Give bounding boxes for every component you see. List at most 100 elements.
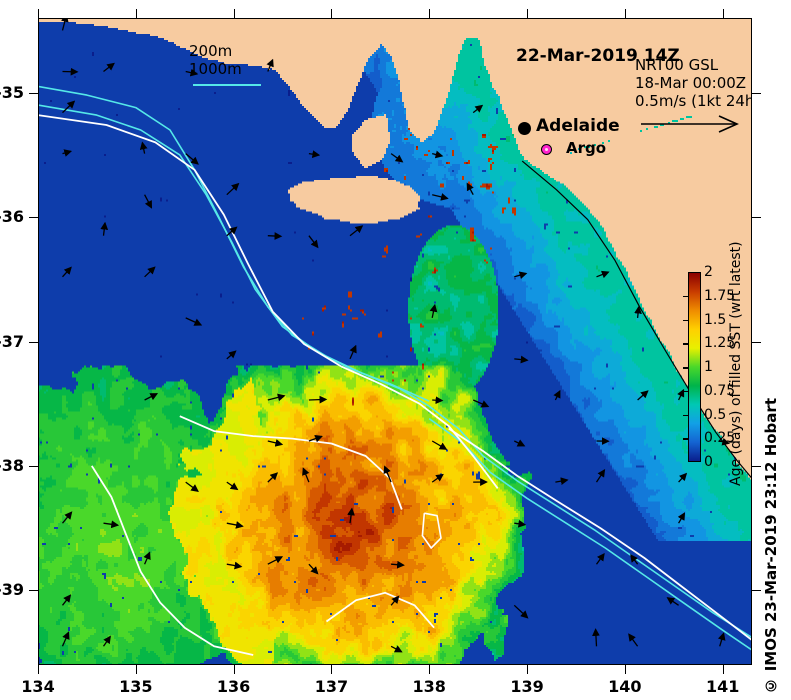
map-plot-area[interactable]: 22-Mar-2019 14Z NRT00 GSL 18-Mar 00:00Z … [38,18,752,665]
x-tick [38,665,39,674]
colorbar-tick [683,390,688,393]
current-vector-arrow [432,193,449,201]
colorbar-tick-label: 1.75 [704,287,736,304]
y-tick [29,590,38,592]
current-vector-arrow [472,104,484,114]
argo-marker-icon[interactable] [541,144,552,155]
x-tick-label: 140 [608,677,642,696]
product-name: NRT00 GSL [635,56,719,74]
x-tick [331,665,333,674]
x-tick-top [624,9,626,18]
current-vector-arrow [630,554,639,565]
current-vector-arrow [267,472,279,483]
current-vector-arrow [185,153,199,165]
current-vector-arrow [432,150,444,159]
front-contour-plume-n [179,415,403,510]
front-contour-sw [91,465,254,656]
y-tick-label: -38 [0,455,24,475]
x-tick [624,665,626,674]
contour-1000m [38,104,430,402]
y-tick [29,341,38,343]
current-vector-arrow [308,563,319,575]
depth-contour-200m-label: 200m [189,42,233,60]
x-tick-top [527,9,529,18]
current-vector-arrow [634,305,642,318]
product-meta: NRT00 GSL 18-Mar 00:00Z 0.5m/s (1kt 24h) [635,56,752,134]
x-tick-top [722,9,724,18]
current-vector-arrow [595,552,605,565]
current-vector-arrow [514,439,526,447]
coastline-trace [521,160,752,479]
current-vector-arrow [308,235,319,249]
vector-scale-label: 0.5m/s (1kt 24h) [635,92,752,110]
x-tick-top [331,9,333,18]
current-vector-arrow [267,556,284,565]
current-vector-arrow [717,632,726,647]
current-vector-arrow [226,226,238,237]
x-tick-top [38,9,39,18]
front-contour-plume-s [325,591,435,629]
current-vector-arrow [185,68,199,77]
colorbar-title: Age (days) of filled SST (wrt latest) [728,241,744,486]
current-vector-arrow [185,317,203,326]
x-tick-label: 141 [705,677,740,696]
current-vector-field [60,18,731,653]
colorbar-tick-label: 1.5 [704,311,727,328]
current-vector-arrow [391,560,405,569]
x-tick-label: 135 [119,677,153,696]
colorbar-tick-label: 0 [704,454,713,470]
current-vector-arrow [308,434,323,443]
current-vector-arrow [514,355,529,364]
page-title: 22-Mar-2019 14Z [516,46,680,66]
current-vector-arrow [226,521,244,529]
current-vector-arrow [592,628,600,647]
x-tick [429,665,431,674]
current-vector-arrow [553,389,561,401]
colorbar-tick-label: 0.75 [704,382,736,399]
x-tick-label: 136 [216,677,251,696]
x-tick-top [233,9,235,18]
current-vector-arrow [719,437,731,446]
current-vector-arrow [431,440,448,450]
credit-text: © IMOS 23-Mar-2019 23:12 Hobart [762,398,780,695]
current-vector-arrow [139,141,148,154]
colorbar-tick-label: 0.5 [704,406,727,423]
y-tick [29,465,38,467]
current-vector-arrow [144,393,159,401]
depth-contour-1000m-label: 1000m [189,60,242,78]
current-vector-arrow [514,519,527,528]
current-vector-arrow [677,512,686,524]
y-tick-label: -37 [0,331,24,351]
adelaide-marker-icon[interactable] [518,122,531,135]
current-vector-arrow [429,303,438,319]
current-vector-arrow [349,225,364,237]
current-vector-arrow [267,439,284,447]
current-vector-arrow [514,271,528,280]
y-tick [29,217,38,219]
front-contour-se [448,427,752,641]
colorbar-tick [683,414,688,416]
colorbar-tick [683,295,688,298]
y-tick-right [752,590,761,592]
y-tick-right [752,341,761,343]
colorbar[interactable] [688,272,701,462]
x-tick-top [135,9,137,18]
current-vector-arrow [226,561,243,570]
current-vector-arrow [267,232,283,240]
right-arrow-icon [641,115,739,133]
current-vector-arrow [383,465,392,483]
current-vector-arrow [595,469,606,483]
adelaide-label: Adelaide [536,116,620,136]
current-vector-arrow [100,221,109,236]
colorbar-tick [683,438,688,440]
current-vector-arrow [349,344,357,360]
y-tick-label: -36 [0,207,24,227]
current-vector-arrow [302,467,310,483]
current-vector-arrow [143,551,151,565]
current-vector-arrow [103,62,115,73]
current-vector-arrow [308,150,321,158]
current-vector-arrow [678,472,688,483]
current-vector-arrow [267,393,286,402]
front-contour-main [38,114,499,489]
